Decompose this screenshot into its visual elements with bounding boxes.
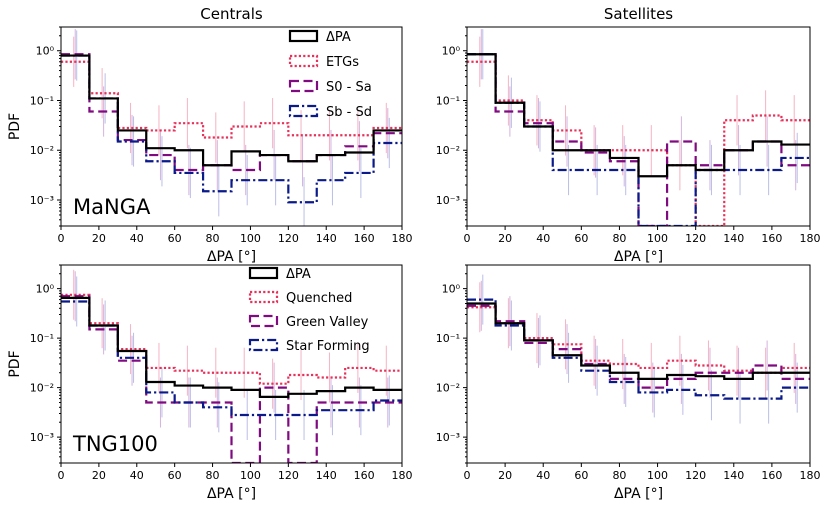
y-tick-label: 10⁻³ — [436, 194, 460, 207]
y-axis-label: PDF — [7, 350, 23, 377]
y-tick-label: 10⁰ — [442, 283, 461, 296]
series-line-all — [61, 54, 402, 167]
x-tick-label: 60 — [168, 469, 182, 482]
legend-label: Sb - Sd — [326, 105, 372, 120]
y-tick-label: 10⁻² — [30, 382, 54, 395]
x-tick-label: 160 — [354, 469, 375, 482]
x-axis-label: ΔPA [°] — [207, 486, 256, 502]
series-line-all — [61, 296, 402, 398]
y-tick-label: 10⁻² — [30, 144, 54, 157]
manga-satellites-plot-area — [467, 29, 810, 226]
x-tick-label: 40 — [130, 469, 144, 482]
legend-swatch-all — [248, 266, 279, 280]
y-tick-label: 10⁰ — [36, 283, 55, 296]
x-tick-label: 100 — [240, 469, 261, 482]
legend-label: S0 - Sa — [326, 80, 372, 95]
x-tick-label: 60 — [574, 469, 588, 482]
tng-satellites-plot-area — [467, 274, 810, 424]
x-tick-label: 140 — [316, 232, 337, 245]
legend-swatch-all — [288, 29, 319, 43]
y-tick-label: 10⁻¹ — [30, 94, 54, 107]
x-tick-label: 60 — [574, 232, 588, 245]
y-tick-label: 10⁻¹ — [436, 94, 460, 107]
x-tick-label: 0 — [58, 232, 65, 245]
axes-frame — [466, 264, 811, 464]
x-tick-label: 40 — [130, 232, 144, 245]
y-tick-label: 10⁻² — [436, 382, 460, 395]
y-tick-label: 10⁻³ — [30, 431, 54, 444]
y-tick-label: 10⁻³ — [436, 431, 460, 444]
legend-label: ΔPA — [286, 267, 311, 282]
x-axis-label: ΔPA [°] — [614, 249, 663, 265]
x-tick-label: 140 — [316, 469, 337, 482]
x-tick-label: 140 — [723, 232, 744, 245]
panel-title: Centrals — [200, 5, 263, 23]
x-tick-label: 120 — [278, 469, 299, 482]
y-tick-label: 10⁻¹ — [30, 332, 54, 345]
x-tick-label: 80 — [612, 232, 626, 245]
x-tick-label: 180 — [800, 469, 821, 482]
legend-swatch-etg — [288, 54, 319, 68]
x-tick-label: 80 — [612, 469, 626, 482]
panel-tag: MaNGA — [73, 195, 151, 219]
manga-satellites-panel: 0 20 40 60 80 100 120 140 160 180 10⁰ 10⁻¹ 10⁻² 10⁻³ Δ… — [436, 5, 821, 265]
y-tick-label: 10⁻¹ — [436, 332, 460, 345]
x-tick-label: 180 — [392, 232, 413, 245]
x-tick-label: 160 — [761, 469, 782, 482]
x-tick-label: 180 — [800, 232, 821, 245]
legend-swatch-etg — [248, 290, 279, 304]
x-axis-label: ΔPA [°] — [207, 249, 256, 265]
tng-centrals-panel: 0 20 40 60 80 100 120 140 160 180 10⁰ 10⁻¹ 10⁻² 10⁻³ Δ… — [7, 264, 413, 502]
manga-centrals-panel: 0 20 40 60 80 100 120 140 160 180 10⁰ 10⁻¹ 10⁻² 10⁻³ Δ… — [7, 5, 413, 265]
x-tick-label: 120 — [278, 232, 299, 245]
x-tick-label: 120 — [685, 232, 706, 245]
x-axis-label: ΔPA [°] — [614, 486, 663, 502]
x-tick-label: 80 — [206, 232, 220, 245]
legend-label: Quenched — [286, 291, 352, 306]
y-tick-label: 10⁻³ — [30, 194, 54, 207]
series-line-spiral — [467, 53, 810, 226]
x-tick-label: 60 — [168, 232, 182, 245]
x-tick-label: 20 — [92, 469, 106, 482]
x-tick-label: 160 — [354, 232, 375, 245]
x-tick-label: 20 — [92, 232, 106, 245]
legend-label: ETGs — [326, 55, 359, 70]
x-tick-label: 0 — [464, 469, 471, 482]
legend-swatch-spiral — [288, 104, 319, 118]
y-tick-label: 10⁰ — [442, 45, 461, 58]
y-axis-label: PDF — [7, 113, 23, 140]
x-tick-label: 40 — [536, 469, 550, 482]
legend-label: ΔPA — [326, 30, 351, 45]
legend-swatch-lenticular — [288, 79, 319, 93]
x-tick-label: 100 — [240, 232, 261, 245]
tng-centrals-plot-area — [61, 269, 402, 463]
series-line-etg — [467, 306, 810, 374]
tng-satellites-panel: 0 20 40 60 80 100 120 140 160 180 10⁰ 10⁻¹ 10⁻² 10⁻³ Δ… — [436, 264, 821, 502]
series-line-all — [467, 53, 810, 178]
legend-label: Green Valley — [286, 315, 369, 330]
y-tick-label: 10⁻² — [436, 144, 460, 157]
x-tick-label: 120 — [685, 469, 706, 482]
x-tick-label: 100 — [647, 232, 668, 245]
y-tick-label: 10⁰ — [36, 45, 55, 58]
x-tick-label: 100 — [647, 469, 668, 482]
x-tick-label: 140 — [723, 469, 744, 482]
x-tick-label: 20 — [498, 469, 512, 482]
legend-label: Star Forming — [286, 339, 370, 354]
x-tick-label: 20 — [498, 232, 512, 245]
x-tick-label: 0 — [464, 232, 471, 245]
legend-swatch-lenticular — [248, 314, 279, 328]
x-tick-label: 180 — [392, 469, 413, 482]
x-tick-label: 0 — [58, 469, 65, 482]
legend-swatch-spiral — [248, 338, 279, 352]
x-tick-label: 160 — [761, 232, 782, 245]
x-tick-label: 80 — [206, 469, 220, 482]
panel-title: Satellites — [604, 5, 673, 23]
panel-tag: TNG100 — [72, 432, 158, 456]
x-tick-label: 40 — [536, 232, 550, 245]
series-line-etg — [61, 60, 402, 139]
manga-centrals-plot-area — [61, 29, 402, 226]
series-line-all — [467, 302, 810, 381]
